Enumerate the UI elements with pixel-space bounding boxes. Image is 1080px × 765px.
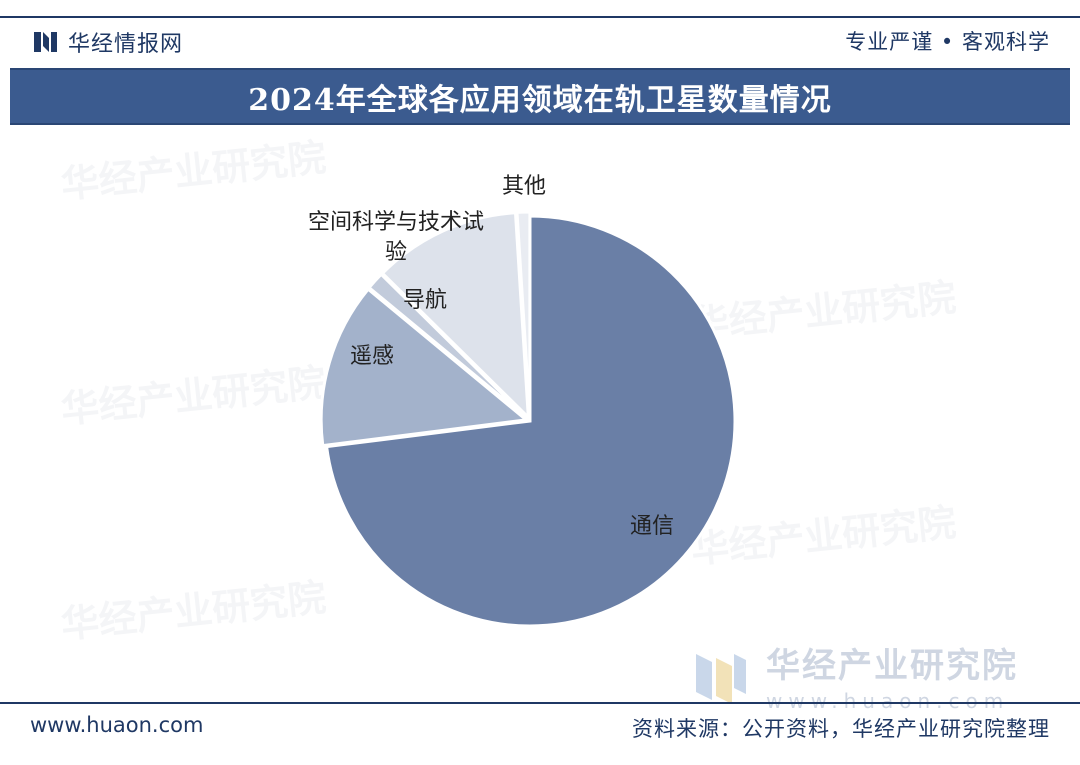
slice-label: 通信 [630, 514, 674, 539]
footer-url: www.huaon.com [30, 713, 204, 737]
pie-slice [324, 214, 737, 628]
pie-slice [380, 211, 531, 422]
watermark-logo: 华经产业研究院 www.huaon.com [692, 638, 1018, 713]
footer-source: 资料来源：公开资料，华经产业研究院整理 [632, 717, 1050, 741]
brand-name: 华经情报网 [68, 32, 184, 57]
brand-logo-icon [34, 32, 57, 52]
chart-title: 2024年全球各应用领域在轨卫星数量情况 [248, 82, 832, 118]
bottom-divider [0, 702, 1080, 704]
title-bar: 2024年全球各应用领域在轨卫星数量情况 [10, 68, 1070, 125]
pie-slice [319, 287, 530, 448]
top-divider [0, 16, 1080, 18]
slice-label: 导航 [403, 288, 447, 313]
slice-label: 其他 [502, 174, 546, 199]
slogan: 专业严谨 • 客观科学 [845, 30, 1050, 54]
watermark-logo-url: www.huaon.com [766, 689, 1010, 713]
slice-label: 空间科学与技术试验 [308, 210, 484, 265]
pie-slice [515, 210, 532, 418]
brand: 华经情报网 [32, 26, 183, 58]
watermark-logo-icon [696, 653, 746, 704]
pie-slice [366, 272, 529, 420]
slice-label: 遥感 [350, 344, 394, 369]
watermark-logo-name: 华经产业研究院 [766, 646, 1018, 686]
